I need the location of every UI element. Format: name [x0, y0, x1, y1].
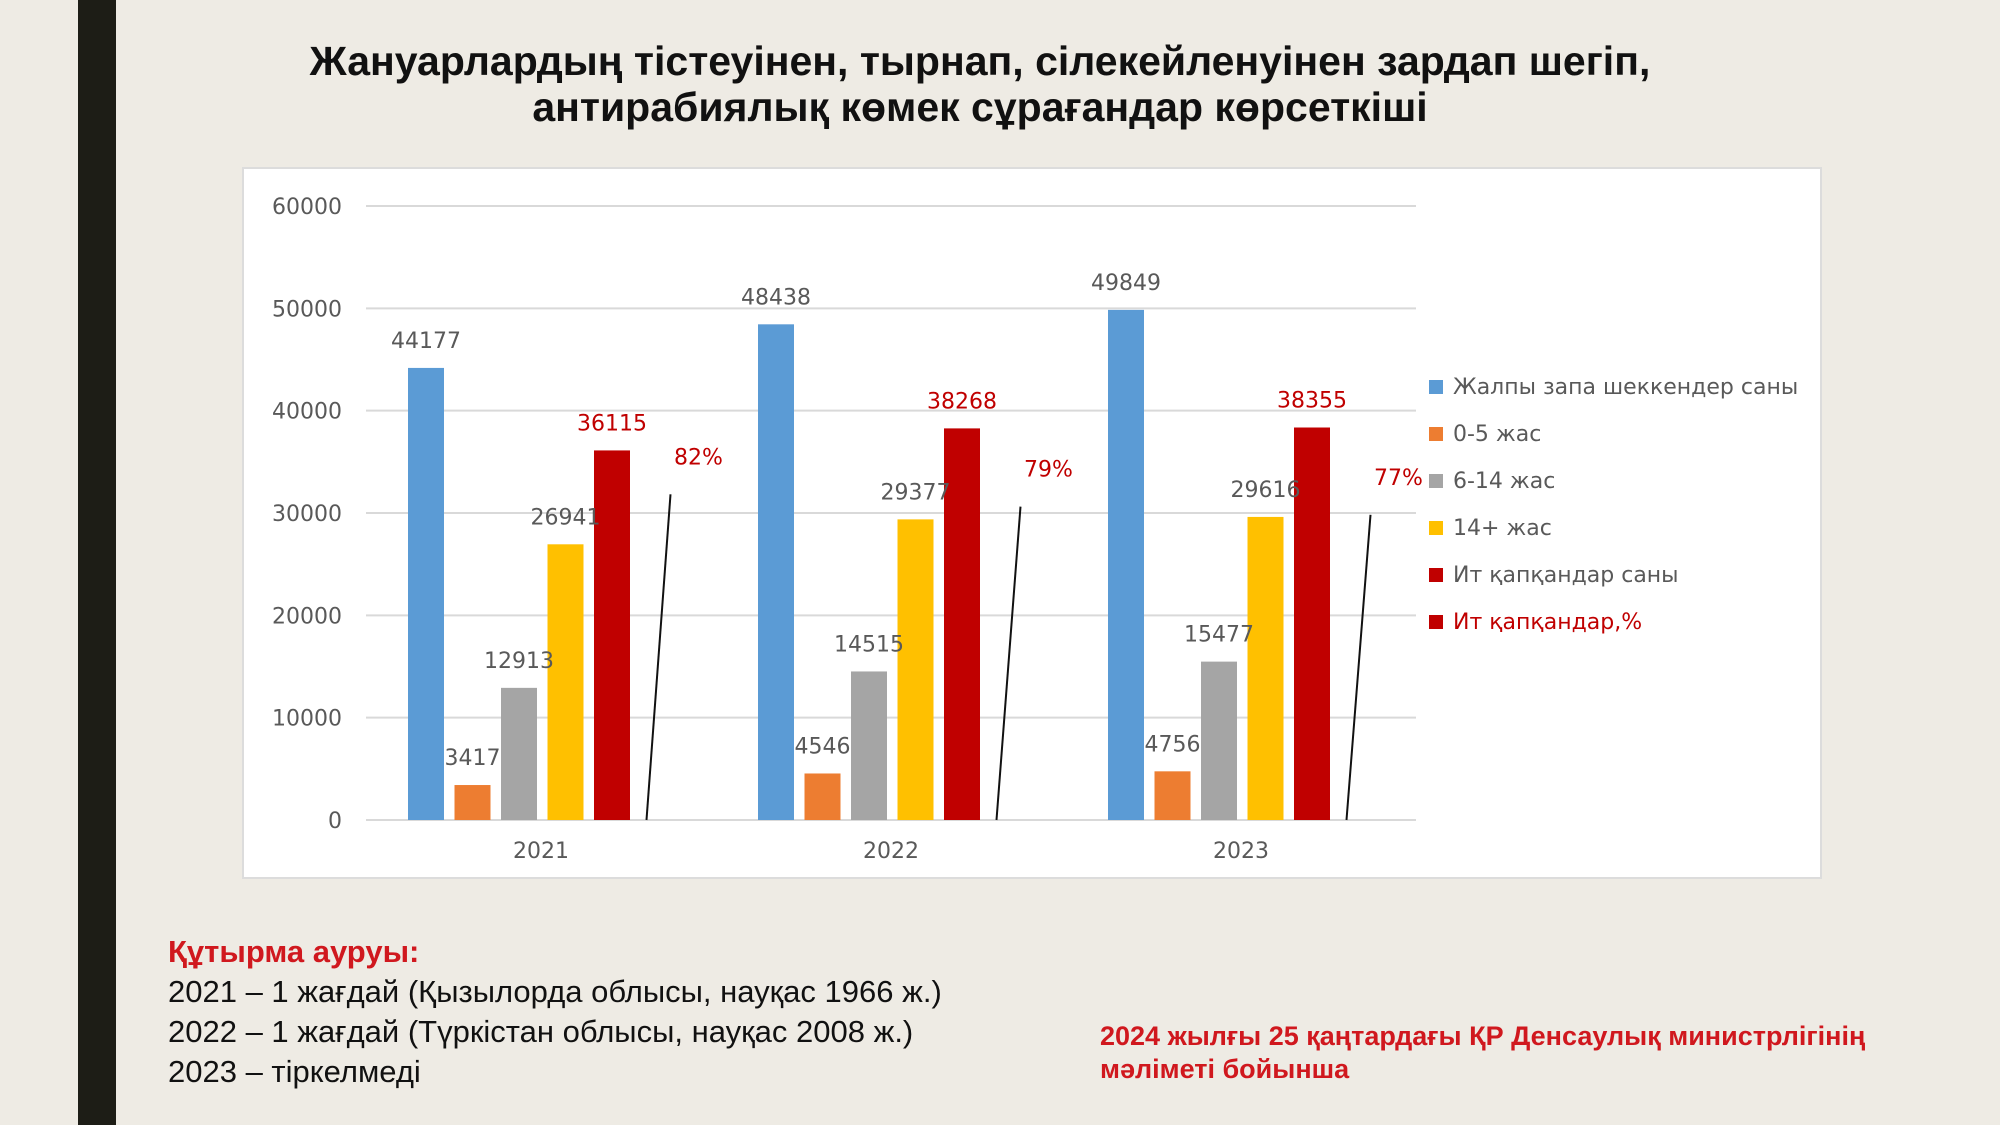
data-label-2023-series-3: 29616 [1231, 478, 1301, 503]
pct-label-2022: 79% [1024, 458, 1073, 483]
y-axis-tick-labels: 0 10000 20000 30000 40000 50000 60000 [272, 195, 342, 834]
legend-swatch-3 [1429, 521, 1443, 535]
y-tick-label-20000: 20000 [272, 604, 342, 629]
bar-2021-series-1 [454, 785, 491, 820]
data-label-2021-series-2: 12913 [484, 649, 554, 674]
data-label-2023-series-0: 49849 [1091, 271, 1161, 296]
legend-label-1: 0-5 жас [1453, 422, 1541, 447]
chart-legend: Жалпы запа шеккендер саны 0-5 жас 6-14 жас… [1429, 375, 1798, 635]
bar-2023-series-3 [1247, 516, 1284, 820]
x-tick-label-2021: 2021 [513, 839, 569, 864]
data-source-note: 2024 жылғы 25 қаңтардағы ҚР Денсаулық ми… [1100, 1020, 1980, 1086]
chart-data-labels: 44177 3417 12913 26941 36115 82% 48438 4546 1451… [391, 271, 1423, 771]
slide-title-line-1: Жануарлардың тістеуінен, тырнап, сілекей… [309, 38, 1651, 84]
rabies-note-2022: 2022 – 1 жағдай (Түркістан облысы, науқа… [168, 1014, 914, 1049]
rabies-note-2021: 2021 – 1 жағдай (Қызылорда облысы, науқа… [168, 974, 942, 1009]
bar-2022-series-4 [944, 428, 980, 820]
bar-2021-series-0 [408, 367, 444, 820]
data-label-2022-series-2: 14515 [834, 632, 904, 657]
legend-label-3: 14+ жас [1453, 516, 1552, 541]
bar-2022-series-1 [804, 773, 841, 820]
legend-swatch-0 [1429, 380, 1443, 394]
data-label-2021-series-3: 26941 [531, 505, 601, 530]
bar-2023-series-2 [1201, 661, 1237, 820]
data-label-2022-series-3: 29377 [881, 480, 951, 505]
x-tick-label-2022: 2022 [863, 839, 919, 864]
legend-label-5: Ит қапқандар,% [1453, 610, 1642, 635]
bar-2021-series-4 [594, 450, 630, 820]
rabies-note-2023: 2023 – тіркелмеді [168, 1054, 421, 1089]
chart-panel: 0 10000 20000 30000 40000 50000 60000 44177 341… [242, 167, 1822, 879]
bar-2022-series-2 [851, 671, 887, 820]
data-label-2022-series-0: 48438 [741, 285, 811, 310]
legend-swatch-4 [1429, 568, 1443, 582]
bar-2021-series-2 [501, 687, 537, 820]
slide-title-line-2: антирабиялық көмек сұрағандар көрсеткіші [532, 84, 1428, 130]
bar-2023-series-4 [1294, 427, 1330, 820]
slide-accent-bar [78, 0, 116, 1125]
pct-line-2022 [995, 506, 1022, 821]
y-tick-label-0: 0 [328, 809, 342, 834]
rabies-notes-title: Құтырма ауруы: [168, 934, 420, 969]
data-source-line-1: 2024 жылғы 25 қаңтардағы ҚР Денсаулық ми… [1100, 1021, 1866, 1051]
data-label-2022-series-1: 4546 [795, 734, 851, 759]
data-label-2021-series-0: 44177 [391, 329, 461, 354]
data-label-2022-series-4: 38268 [927, 389, 997, 414]
data-label-2023-series-1: 4756 [1145, 732, 1201, 757]
y-tick-label-50000: 50000 [272, 297, 342, 322]
bar-2023-series-0 [1108, 309, 1144, 820]
data-source-line-2: мәліметі бойынша [1100, 1054, 1350, 1084]
legend-swatch-1 [1429, 427, 1443, 441]
x-tick-label-2023: 2023 [1213, 839, 1269, 864]
bar-2022-series-0 [758, 324, 794, 820]
y-tick-label-40000: 40000 [272, 400, 342, 425]
y-tick-label-60000: 60000 [272, 195, 342, 220]
pct-label-2021: 82% [674, 445, 723, 470]
data-label-2023-series-2: 15477 [1184, 623, 1254, 648]
legend-label-2: 6-14 жас [1453, 469, 1555, 494]
legend-swatch-5 [1429, 615, 1443, 629]
chart-bars [408, 309, 1372, 821]
bar-chart: 0 10000 20000 30000 40000 50000 60000 44177 341… [272, 195, 1798, 864]
pct-line-2021 [645, 494, 672, 821]
slide-title: Жануарлардың тістеуінен, тырнап, сілекей… [160, 38, 1800, 130]
bar-2023-series-1 [1154, 771, 1191, 820]
legend-label-4: Ит қапқандар саны [1453, 563, 1679, 588]
x-axis-tick-labels: 2021 2022 2023 [513, 839, 1269, 864]
pct-label-2023: 77% [1374, 466, 1423, 491]
legend-label-0: Жалпы запа шеккендер саны [1453, 375, 1798, 400]
data-label-2021-series-1: 3417 [445, 746, 501, 771]
chart-gridlines [366, 205, 1416, 821]
pct-line-2023 [1345, 514, 1372, 821]
legend-swatch-2 [1429, 474, 1443, 488]
data-label-2023-series-4: 38355 [1277, 389, 1347, 414]
y-tick-label-30000: 30000 [272, 502, 342, 527]
bar-2022-series-3 [897, 519, 934, 820]
y-tick-label-10000: 10000 [272, 707, 342, 732]
data-label-2021-series-4: 36115 [577, 411, 647, 436]
rabies-notes: Құтырма ауруы: 2021 – 1 жағдай (Қызылорд… [168, 932, 1128, 1092]
bar-2021-series-3 [547, 544, 584, 820]
